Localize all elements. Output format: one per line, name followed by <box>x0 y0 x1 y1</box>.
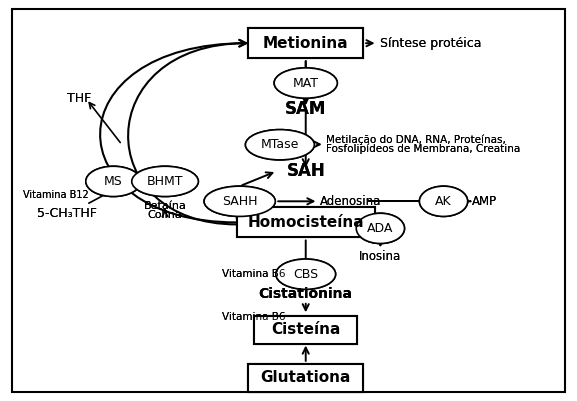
Text: MS: MS <box>104 175 123 188</box>
Text: CBS: CBS <box>293 268 319 281</box>
Ellipse shape <box>419 186 467 217</box>
Text: AK: AK <box>435 195 452 208</box>
Text: MTase: MTase <box>261 138 299 151</box>
Text: ADA: ADA <box>367 222 394 235</box>
Text: Betaína: Betaína <box>144 201 186 211</box>
FancyBboxPatch shape <box>248 28 363 58</box>
Text: AMP: AMP <box>472 195 497 208</box>
Ellipse shape <box>245 130 314 160</box>
Ellipse shape <box>132 166 198 196</box>
Text: SAHH: SAHH <box>222 195 257 208</box>
Ellipse shape <box>276 259 336 289</box>
Text: Vitamina B6: Vitamina B6 <box>222 269 286 279</box>
Text: SAHH: SAHH <box>222 195 257 208</box>
Text: Vitamina B12: Vitamina B12 <box>23 190 89 200</box>
Text: Cisteína: Cisteína <box>271 322 340 337</box>
Ellipse shape <box>356 213 404 243</box>
FancyArrowPatch shape <box>128 40 246 225</box>
FancyBboxPatch shape <box>248 364 363 392</box>
Text: Fosfolipídeos de Membrana, Creatina: Fosfolipídeos de Membrana, Creatina <box>326 144 520 154</box>
Text: AMP: AMP <box>472 195 497 208</box>
Text: CBS: CBS <box>293 268 319 281</box>
FancyBboxPatch shape <box>254 316 357 344</box>
Ellipse shape <box>86 166 141 196</box>
Text: Vitamina B6: Vitamina B6 <box>222 269 286 279</box>
Text: Adenosina: Adenosina <box>320 195 381 208</box>
FancyArrowPatch shape <box>100 40 246 223</box>
Ellipse shape <box>356 213 404 243</box>
Text: Cisteína: Cisteína <box>271 322 340 337</box>
Text: Metionina: Metionina <box>263 36 349 51</box>
Text: SAH: SAH <box>286 162 325 180</box>
Ellipse shape <box>86 166 141 196</box>
Ellipse shape <box>204 186 275 217</box>
Text: MTase: MTase <box>261 138 299 151</box>
Text: THF: THF <box>67 93 91 105</box>
FancyBboxPatch shape <box>248 364 363 392</box>
Text: Cistationina: Cistationina <box>258 287 353 301</box>
Text: Betaína: Betaína <box>144 201 186 211</box>
Text: Glutationa: Glutationa <box>261 370 351 385</box>
FancyBboxPatch shape <box>237 207 374 237</box>
Ellipse shape <box>274 68 338 98</box>
Text: Metilação do DNA, RNA, Proteínas,: Metilação do DNA, RNA, Proteínas, <box>326 135 505 145</box>
Ellipse shape <box>132 166 198 196</box>
Text: Metionina: Metionina <box>263 36 349 51</box>
Text: Metilação do DNA, RNA, Proteínas,: Metilação do DNA, RNA, Proteínas, <box>326 135 505 145</box>
Text: Inosina: Inosina <box>359 250 402 263</box>
Ellipse shape <box>276 259 336 289</box>
Text: SAM: SAM <box>285 100 327 118</box>
Text: Vitamina B6: Vitamina B6 <box>222 312 286 322</box>
Text: 5-CH₃THF: 5-CH₃THF <box>38 207 98 220</box>
Text: THF: THF <box>67 93 91 105</box>
Text: SAH: SAH <box>286 162 325 180</box>
Ellipse shape <box>419 186 467 217</box>
Text: Homocisteína: Homocisteína <box>248 215 364 230</box>
Text: Colina: Colina <box>148 210 182 220</box>
Text: Glutationa: Glutationa <box>261 370 351 385</box>
Text: AK: AK <box>435 195 452 208</box>
Text: Vitamina B6: Vitamina B6 <box>222 312 286 322</box>
Ellipse shape <box>245 130 314 160</box>
Ellipse shape <box>204 186 275 217</box>
FancyBboxPatch shape <box>248 28 363 58</box>
FancyBboxPatch shape <box>12 8 565 393</box>
FancyBboxPatch shape <box>237 207 374 237</box>
Text: Colina: Colina <box>148 210 182 220</box>
Text: MAT: MAT <box>293 77 319 89</box>
FancyBboxPatch shape <box>254 316 357 344</box>
Text: Síntese protéica: Síntese protéica <box>380 37 482 50</box>
Ellipse shape <box>274 68 338 98</box>
Text: Fosfolipídeos de Membrana, Creatina: Fosfolipídeos de Membrana, Creatina <box>326 144 520 154</box>
Text: Vitamina B12: Vitamina B12 <box>23 190 89 200</box>
Text: MAT: MAT <box>293 77 319 89</box>
Text: Inosina: Inosina <box>359 250 402 263</box>
Text: Adenosina: Adenosina <box>320 195 381 208</box>
Text: BHMT: BHMT <box>147 175 183 188</box>
Text: Homocisteína: Homocisteína <box>248 215 364 230</box>
Text: ADA: ADA <box>367 222 394 235</box>
Text: MS: MS <box>104 175 123 188</box>
Text: BHMT: BHMT <box>147 175 183 188</box>
Text: Cistationina: Cistationina <box>258 287 353 301</box>
Text: SAM: SAM <box>285 100 327 118</box>
Text: 5-CH₃THF: 5-CH₃THF <box>38 207 98 220</box>
Text: Síntese protéica: Síntese protéica <box>380 37 482 50</box>
